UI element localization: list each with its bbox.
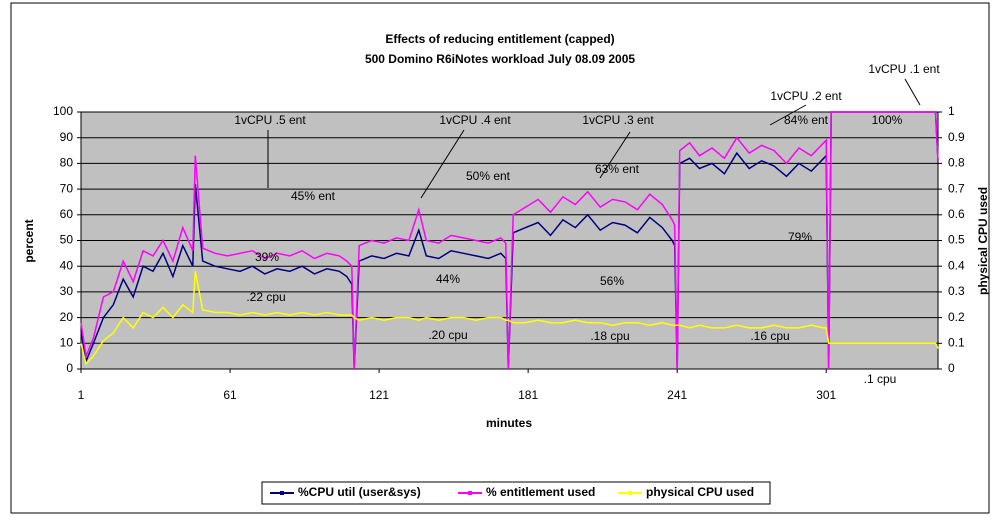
annotation: 100% (872, 113, 903, 127)
y-tick-label: 80 (60, 156, 74, 170)
y-axis-label: percent (22, 219, 36, 262)
y2-tick-label: 0.1 (948, 335, 965, 349)
y-tick-label: 40 (60, 258, 74, 272)
annotation: 1vCPU .1 ent (868, 62, 940, 76)
series-line (80, 271, 939, 366)
legend-marker (468, 491, 472, 495)
x-tick-label: 181 (518, 388, 538, 402)
y-tick-label: 90 (60, 130, 74, 144)
legend (261, 481, 771, 505)
legend-marker (280, 491, 284, 495)
x-tick-label: 1 (78, 388, 85, 402)
y-tick-label: 50 (60, 233, 74, 247)
y-tick-label: 20 (60, 310, 74, 324)
series-line (80, 111, 939, 370)
chart-title: Effects of reducing entitlement (capped) (385, 32, 614, 46)
y2-tick-label: 0.3 (948, 284, 965, 298)
arrow (420, 129, 465, 199)
y-tick-label: 0 (66, 361, 73, 375)
annotation: 56% (600, 274, 624, 288)
annotation: 84% ent (784, 113, 829, 127)
annotation: .18 cpu (590, 329, 629, 343)
y2-tick-label: 1 (948, 104, 955, 118)
y-tick-label: 60 (60, 207, 74, 221)
annotation: 44% (436, 272, 460, 286)
x-tick-label: 121 (369, 388, 389, 402)
chart-subtitle: 500 Domino R6iNotes workload July 08.09 … (365, 52, 635, 66)
annotation: 1vCPU .3 ent (582, 113, 654, 127)
annotation-arrows (267, 78, 921, 199)
annotation: .20 cpu (428, 328, 467, 342)
y2-tick-label: 0.5 (948, 233, 965, 247)
annotation: .22 cpu (246, 290, 285, 304)
annotation: 63% ent (595, 162, 640, 176)
series-line (80, 111, 939, 370)
y-tick-label: 30 (60, 284, 74, 298)
y-tick-label: 100 (53, 104, 73, 118)
y2-tick-label: 0 (948, 361, 955, 375)
annotation: 79% (788, 230, 812, 244)
legend-label: physical CPU used (646, 485, 754, 499)
x-tick-label: 301 (816, 388, 836, 402)
legend-marker (628, 491, 632, 495)
annotation: .1 cpu (864, 372, 897, 386)
annotation: 39% (255, 250, 279, 264)
y-tick-label: 70 (60, 181, 74, 195)
legend-label: %CPU util (user&sys) (298, 485, 421, 499)
annotation: .16 cpu (750, 329, 789, 343)
y2-tick-label: 0.4 (948, 258, 965, 272)
annotation: 50% ent (466, 169, 511, 183)
x-tick-label: 61 (223, 388, 237, 402)
arrow (599, 131, 631, 179)
x-tick-label: 241 (667, 388, 687, 402)
legend-label: % entitlement used (486, 485, 595, 499)
annotation: 1vCPU .4 ent (439, 113, 511, 127)
annotation: 45% ent (291, 189, 336, 203)
annotation: 1vCPU .5 ent (234, 113, 306, 127)
y-tick-label: 10 (60, 335, 74, 349)
arrow (769, 104, 807, 126)
y2-tick-label: 0.8 (948, 156, 965, 170)
y2-tick-label: 0.6 (948, 207, 965, 221)
annotation: 1vCPU .2 ent (770, 89, 842, 103)
y2-axis-label: physical CPU used (976, 187, 990, 295)
x-axis-label: minutes (486, 416, 532, 430)
arrow (904, 78, 921, 106)
y2-tick-label: 0.7 (948, 181, 965, 195)
y2-tick-label: 0.2 (948, 310, 965, 324)
y2-tick-label: 0.9 (948, 130, 965, 144)
